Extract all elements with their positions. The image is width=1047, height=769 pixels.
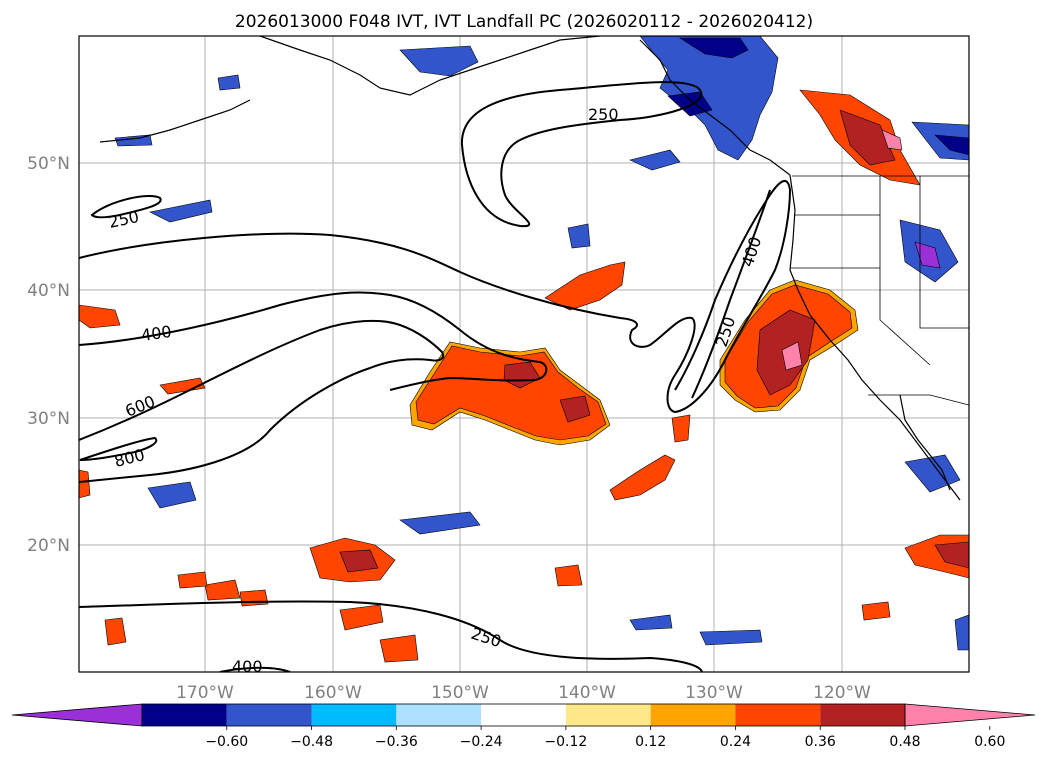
blob-subtropical	[609, 454, 676, 501]
blob-ca-coast-peak	[781, 341, 803, 371]
colorbar-segment	[735, 704, 821, 726]
coastline-baja	[899, 394, 951, 491]
blob-small-pacific-3	[177, 571, 208, 589]
map-layers: 250 250 400 600 800 400 250 400 250	[79, 36, 969, 676]
colorbar-segment	[396, 704, 482, 726]
blob-west-edge-2	[79, 469, 91, 499]
contour-250-north-loop	[460, 81, 703, 228]
colorbar-segment	[650, 704, 736, 726]
blob-ar-central-core2	[559, 395, 591, 423]
contour-label: 250	[588, 105, 619, 124]
map-border	[78, 35, 970, 673]
blob-small-pacific-6	[104, 617, 127, 646]
contour-250-main	[79, 180, 792, 414]
blob-small-pacific-7	[239, 589, 269, 607]
colorbar-tick-label: −0.12	[544, 734, 587, 750]
coastline-aleutians	[99, 99, 251, 143]
colorbar-tick-label: 0.24	[720, 734, 751, 750]
colorbar-segment	[311, 704, 397, 726]
blob-south-center	[399, 511, 481, 535]
border-id-mt	[919, 176, 969, 329]
colorbar-extend-max	[904, 703, 1036, 727]
blob-ar-central-core	[503, 361, 541, 389]
blob-small-pacific-8	[861, 601, 891, 621]
contour-250-west-small	[90, 194, 162, 219]
contour-250-south	[79, 600, 703, 672]
blob-small-pacific-9	[671, 414, 691, 443]
coastlines	[99, 36, 961, 501]
blob-alaska-core	[678, 37, 749, 59]
lon-label: 150°W	[431, 683, 489, 703]
lat-label: 30°N	[27, 409, 70, 429]
blob-south-east	[699, 629, 763, 646]
blob-small-pacific-1	[159, 377, 206, 395]
lon-label: 170°W	[176, 683, 234, 703]
blob-ar-central	[415, 345, 607, 441]
lat-label: 40°N	[27, 281, 70, 301]
positive-anomaly-fills	[79, 89, 969, 663]
lon-label: 160°W	[304, 683, 362, 703]
colorbar-segment	[565, 704, 651, 726]
blob-mid-pacific	[149, 199, 213, 223]
colorbar: −0.60 −0.48 −0.36 −0.24 −0.12 0.12 0.24 0.36 0.4…	[11, 703, 1036, 750]
contour-400-coast	[691, 189, 771, 399]
colorbar-segment	[142, 704, 227, 726]
blob-small-pacific-4	[379, 634, 419, 663]
blob-alaska-panhandle	[639, 36, 779, 161]
lon-label: 140°W	[558, 683, 616, 703]
contour-400-south	[219, 666, 291, 672]
blob-small-pacific-2	[204, 579, 241, 601]
colorbar-tick-label: 0.36	[805, 734, 836, 750]
blob-south-mid	[629, 614, 673, 631]
lat-label: 20°N	[27, 536, 70, 556]
colorbar-tick-label: −0.36	[375, 734, 418, 750]
contour-800	[79, 436, 158, 461]
blob-east-edge	[954, 614, 969, 651]
lat-label: 50°N	[27, 154, 70, 174]
blob-pnw-inland-peak	[881, 129, 903, 151]
blob-sw-pacific	[147, 481, 197, 509]
lon-label: 130°W	[685, 683, 743, 703]
ivt-contours	[79, 81, 792, 672]
coastline-bc	[639, 39, 791, 176]
contour-400	[79, 291, 548, 391]
colorbar-extend-min	[11, 703, 143, 727]
blob-west-edge-1	[79, 304, 121, 329]
blob-small-north	[217, 74, 241, 91]
blob-gulf-alaska	[399, 45, 479, 77]
blob-oregon-offshore	[567, 223, 591, 249]
border-ca-nv	[879, 268, 931, 366]
blob-small-pacific-5	[554, 564, 583, 587]
coastline-west-coast	[789, 174, 961, 501]
colorbar-outline	[141, 703, 906, 727]
map-title: 2026013000 F048 IVT, IVT Landfall PC (20…	[235, 12, 813, 32]
contour-600	[79, 319, 445, 483]
coastline-alaska	[259, 36, 601, 96]
blob-idaho-core	[934, 134, 969, 156]
political-borders	[790, 175, 969, 406]
negative-anomaly-fills	[114, 36, 969, 651]
lon-label: 120°W	[813, 683, 871, 703]
blob-pnw-inland-core	[839, 109, 896, 166]
longitude-axis: 170°W 160°W 150°W 140°W 130°W 120°W	[176, 683, 871, 703]
colorbar-tick-label: 0.48	[889, 734, 920, 750]
colorbar-tick-label: −0.24	[460, 734, 503, 750]
blob-small-pacific-10	[339, 604, 384, 631]
colorbar-tick-label: 0.60	[974, 734, 1005, 750]
colorbar-segment	[820, 704, 905, 726]
blob-south-west-core	[339, 549, 379, 573]
blob-bc-coast	[629, 149, 681, 171]
colorbar-segment	[481, 704, 566, 726]
contour-label: 400	[232, 657, 263, 676]
colorbar-tick-label: 0.12	[635, 734, 666, 750]
border-us-mexico	[868, 394, 969, 406]
contour-label: 400	[140, 322, 173, 345]
colorbar-segment	[226, 704, 312, 726]
colorbar-tick-label: −0.48	[290, 734, 333, 750]
blob-far-se-core	[934, 541, 969, 569]
colorbar-tick-label: −0.60	[205, 734, 248, 750]
latitude-axis: 50°N 40°N 30°N 20°N	[27, 154, 70, 556]
